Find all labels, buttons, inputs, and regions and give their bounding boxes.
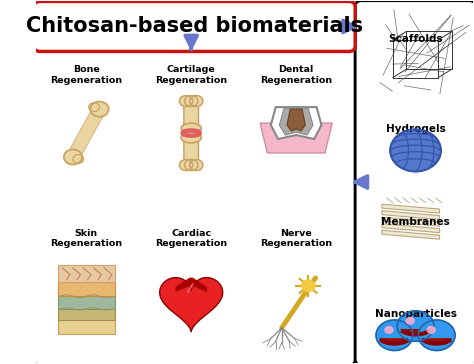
- FancyBboxPatch shape: [184, 99, 199, 127]
- Ellipse shape: [181, 123, 201, 134]
- Polygon shape: [379, 338, 410, 344]
- FancyBboxPatch shape: [34, 48, 355, 364]
- FancyBboxPatch shape: [58, 265, 115, 282]
- Text: Cartilage
Regeneration: Cartilage Regeneration: [155, 65, 227, 85]
- FancyBboxPatch shape: [34, 1, 355, 51]
- Circle shape: [184, 96, 198, 107]
- Circle shape: [406, 317, 414, 324]
- Text: Bone
Regeneration: Bone Regeneration: [50, 65, 122, 85]
- FancyBboxPatch shape: [184, 139, 199, 167]
- Circle shape: [91, 102, 109, 117]
- FancyBboxPatch shape: [58, 296, 115, 309]
- Polygon shape: [421, 338, 452, 344]
- Polygon shape: [279, 108, 313, 135]
- Text: Nanoparticles: Nanoparticles: [374, 309, 456, 319]
- FancyBboxPatch shape: [58, 320, 115, 334]
- FancyBboxPatch shape: [58, 282, 115, 296]
- Circle shape: [301, 280, 315, 292]
- Polygon shape: [382, 230, 439, 239]
- Text: Scaffolds: Scaffolds: [388, 34, 443, 44]
- Polygon shape: [260, 123, 332, 153]
- Circle shape: [427, 327, 435, 333]
- Circle shape: [89, 103, 100, 111]
- Polygon shape: [271, 107, 321, 139]
- Polygon shape: [287, 109, 305, 131]
- Circle shape: [64, 149, 82, 165]
- Circle shape: [190, 96, 203, 107]
- Polygon shape: [382, 224, 439, 233]
- Circle shape: [184, 159, 198, 170]
- Circle shape: [190, 159, 203, 170]
- Circle shape: [180, 96, 192, 107]
- Polygon shape: [400, 329, 431, 335]
- Polygon shape: [382, 204, 439, 213]
- Circle shape: [73, 155, 83, 163]
- Circle shape: [397, 311, 434, 341]
- Circle shape: [385, 327, 393, 333]
- Text: Cardiac
Regeneration: Cardiac Regeneration: [155, 229, 227, 248]
- Polygon shape: [382, 211, 439, 219]
- Text: Hydrogels: Hydrogels: [386, 124, 446, 134]
- Circle shape: [376, 320, 413, 351]
- Text: Skin
Regeneration: Skin Regeneration: [50, 229, 122, 248]
- FancyBboxPatch shape: [58, 309, 115, 320]
- Ellipse shape: [181, 132, 201, 143]
- Circle shape: [419, 320, 455, 351]
- Circle shape: [180, 159, 192, 170]
- Text: Dental
Regeneration: Dental Regeneration: [260, 65, 332, 85]
- Text: Membranes: Membranes: [381, 217, 450, 227]
- Polygon shape: [160, 278, 223, 332]
- Text: Nerve
Regeneration: Nerve Regeneration: [260, 229, 332, 248]
- Polygon shape: [382, 217, 439, 226]
- Polygon shape: [175, 278, 207, 292]
- Text: Chitosan-based biomaterials: Chitosan-based biomaterials: [26, 16, 363, 36]
- Circle shape: [390, 130, 441, 171]
- FancyBboxPatch shape: [355, 1, 474, 364]
